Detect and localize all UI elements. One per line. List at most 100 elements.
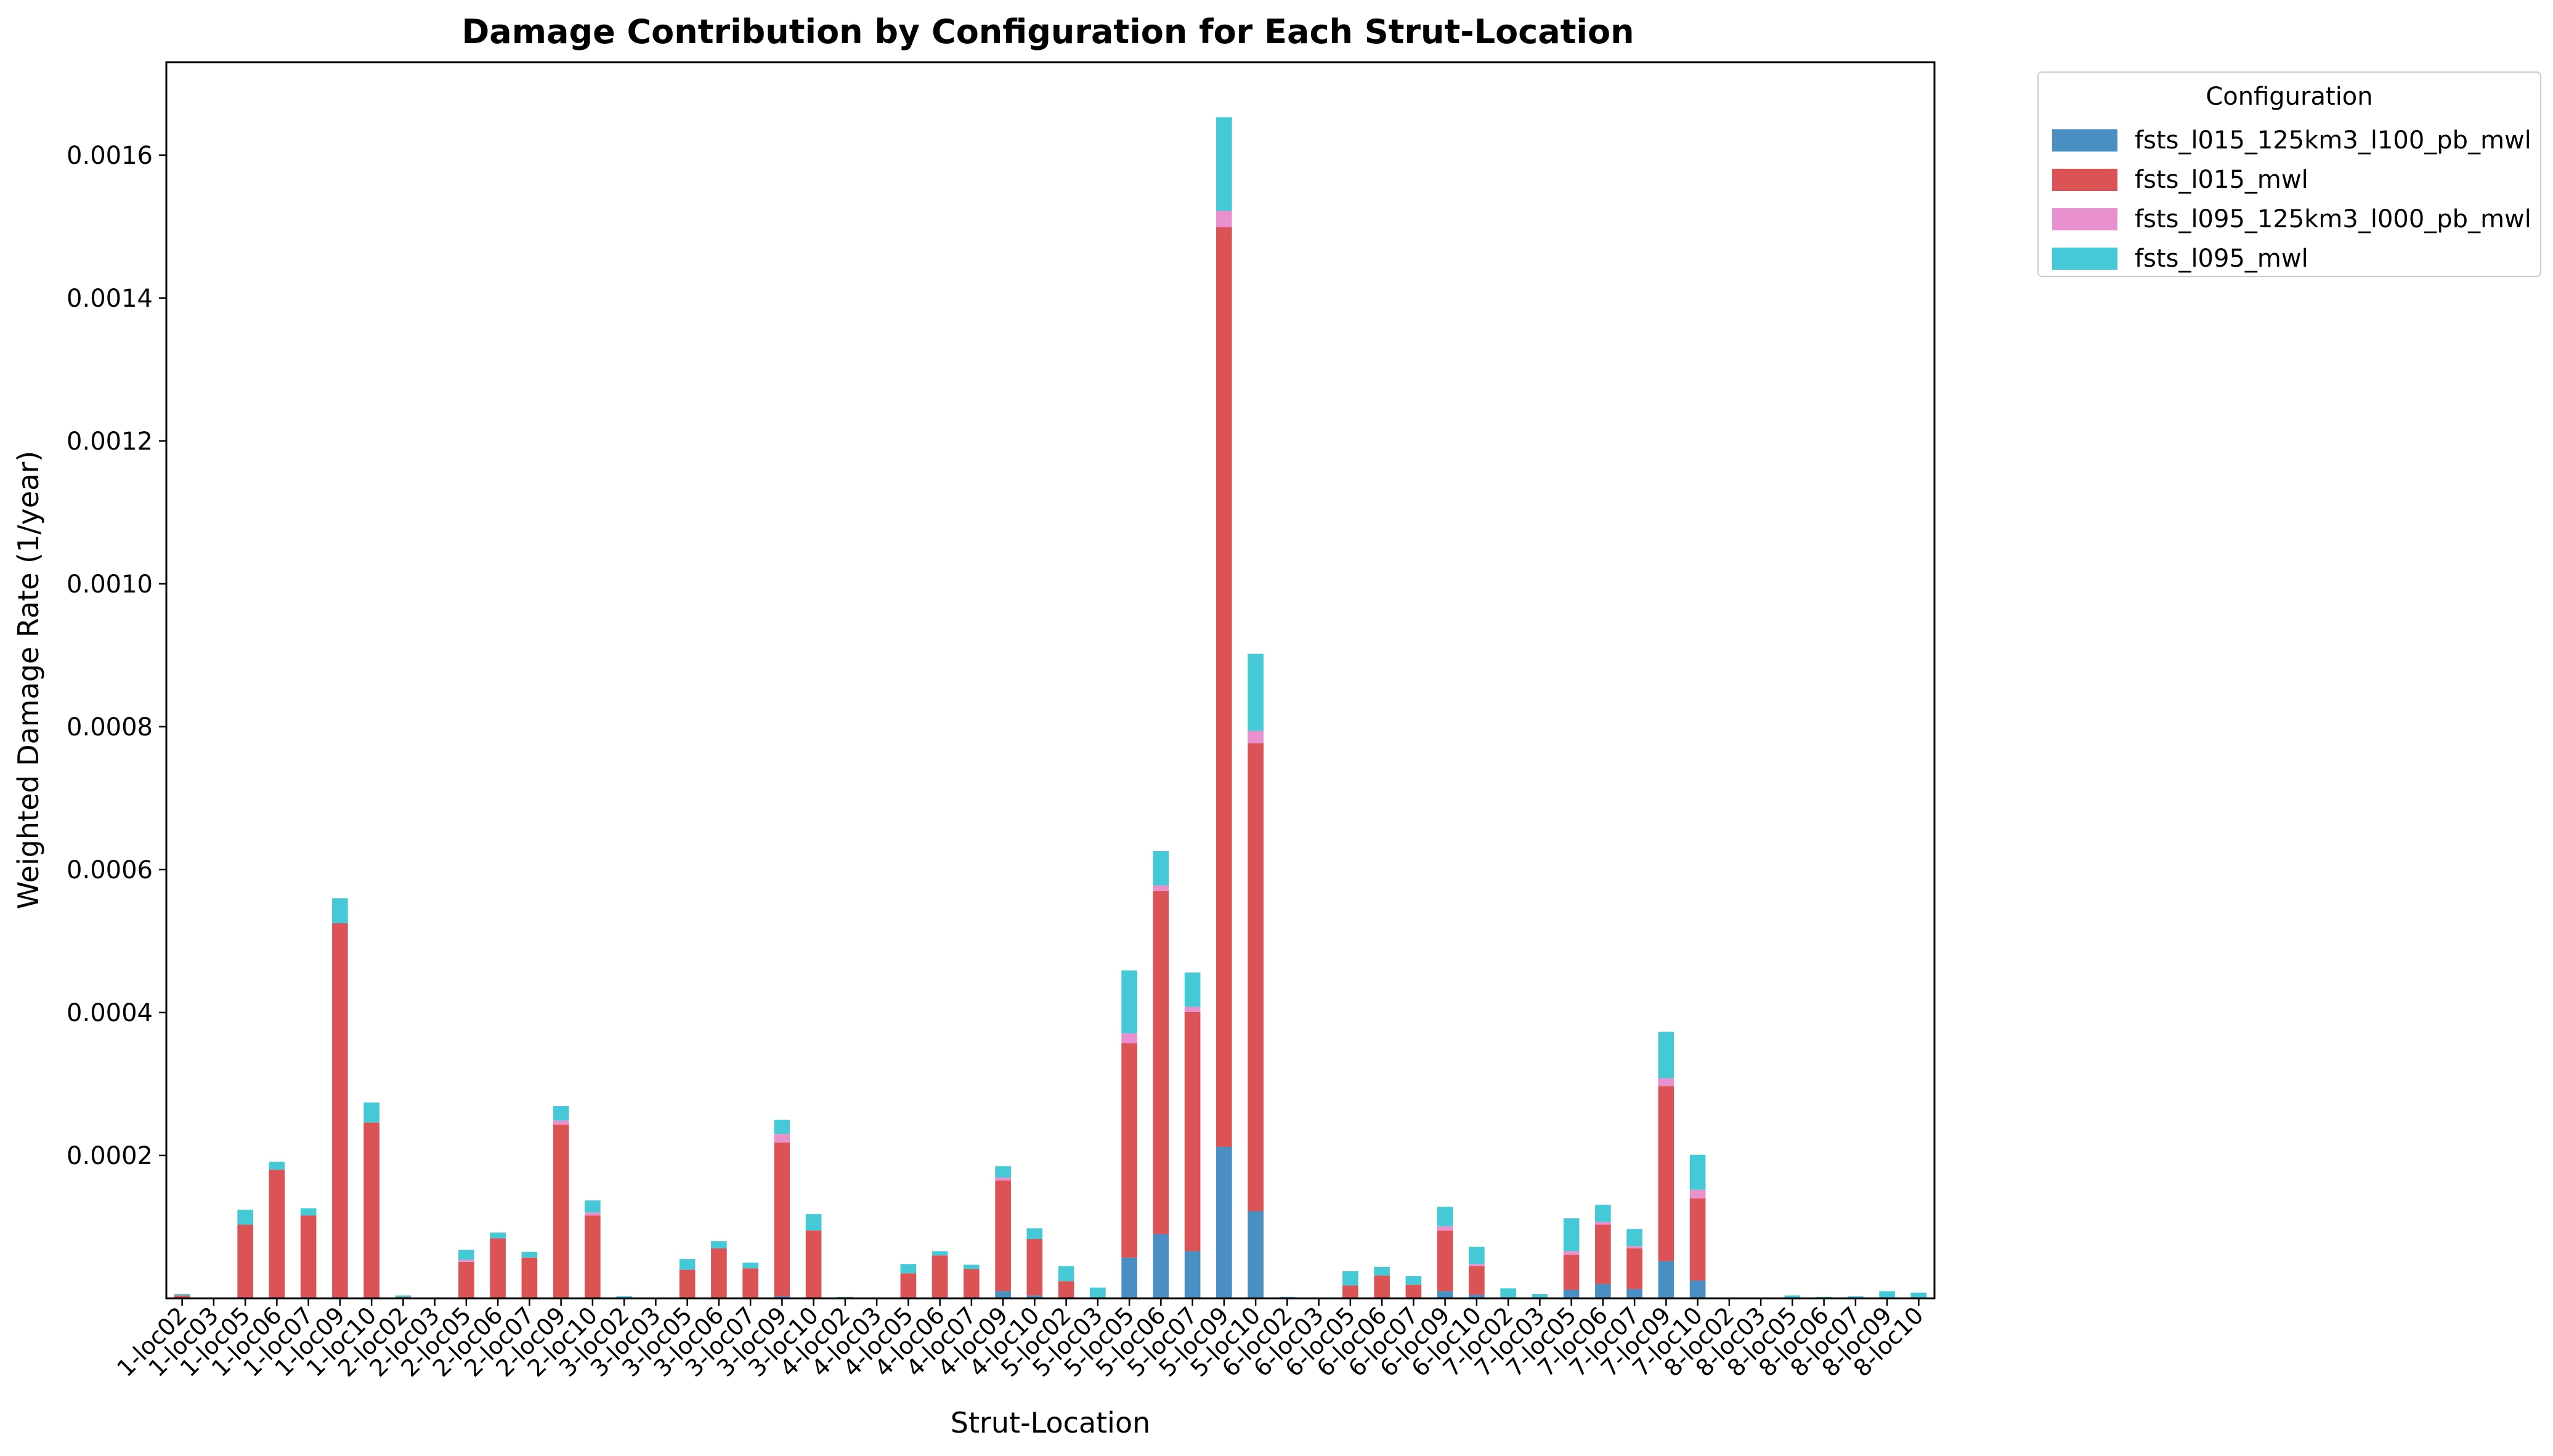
bar-7-loc06-series-3 (1595, 1205, 1611, 1222)
bar-7-loc07-series-2 (1626, 1246, 1642, 1248)
bar-5-loc06-series-3 (1153, 851, 1169, 886)
bar-5-loc06-series-2 (1153, 885, 1169, 891)
bar-4-loc02-series-3 (837, 1296, 853, 1298)
bar-5-loc02-series-3 (1058, 1266, 1074, 1282)
bar-1-loc05-series-3 (237, 1210, 253, 1225)
bar-2-loc09-series-1 (553, 1125, 569, 1298)
y-tick-label-6: 0.0014 (67, 285, 153, 313)
bar-2-loc02-series-3 (395, 1295, 412, 1297)
bar-5-loc10-series-1 (1248, 743, 1264, 1211)
bar-2-loc10-series-1 (585, 1215, 601, 1298)
bar-3-loc07-series-1 (742, 1268, 758, 1298)
bar-4-loc09-series-0 (995, 1291, 1011, 1298)
bar-1-loc07-series-1 (300, 1215, 317, 1298)
bar-8-loc09-series-3 (1879, 1291, 1895, 1298)
bar-4-loc05-series-1 (900, 1273, 917, 1298)
bar-3-loc09-series-0 (774, 1296, 790, 1298)
bar-4-loc10-series-3 (1026, 1228, 1043, 1239)
bar-4-loc09-series-3 (995, 1166, 1011, 1178)
bar-7-loc07-series-3 (1626, 1229, 1642, 1247)
bar-6-loc07-series-3 (1405, 1276, 1422, 1285)
bar-7-loc09-series-1 (1658, 1086, 1674, 1261)
bar-1-loc06-series-1 (269, 1170, 285, 1298)
bar-3-loc06-series-3 (711, 1241, 727, 1248)
legend-label-0: fsts_l015_125km3_l100_pb_mwl (2135, 126, 2531, 155)
bar-1-loc10-series-1 (363, 1122, 380, 1298)
bar-5-loc09-series-3 (1216, 117, 1232, 211)
bar-2-loc09-series-2 (553, 1120, 569, 1125)
bar-5-loc05-series-1 (1121, 1043, 1137, 1258)
legend: Configuration fsts_l015_125km3_l100_pb_m… (2037, 71, 2541, 277)
y-tick-label-4: 0.0010 (67, 570, 153, 599)
bar-7-loc05-series-0 (1563, 1290, 1580, 1298)
bar-2-loc06-series-3 (490, 1232, 506, 1239)
bar-6-loc05-series-3 (1342, 1271, 1358, 1286)
bar-7-loc10-series-0 (1689, 1280, 1706, 1298)
legend-label-3: fsts_l095_mwl (2135, 245, 2308, 273)
legend-label-1: fsts_l015_mwl (2135, 166, 2308, 194)
bar-5-loc02-series-1 (1058, 1281, 1074, 1298)
legend-swatch-0 (2052, 129, 2117, 152)
bar-1-loc09-series-3 (332, 898, 348, 923)
bar-3-loc05-series-1 (679, 1269, 696, 1298)
bar-5-loc05-series-3 (1121, 970, 1137, 1033)
bar-5-loc06-series-1 (1153, 891, 1169, 1234)
bars-group (174, 117, 1927, 1298)
bar-6-loc10-series-0 (1469, 1295, 1485, 1298)
y-tick-label-2: 0.0006 (67, 856, 153, 884)
bar-1-loc06-series-3 (269, 1162, 285, 1170)
bar-4-loc06-series-3 (932, 1251, 948, 1256)
plot-frame (166, 62, 1934, 1298)
legend-swatch-2 (2052, 208, 2117, 230)
bar-5-loc06-series-0 (1153, 1234, 1169, 1298)
plot-border (165, 61, 1936, 1300)
bar-4-loc10-series-0 (1026, 1295, 1043, 1298)
bar-8-loc10-series-3 (1910, 1292, 1927, 1298)
bar-6-loc06-series-3 (1374, 1266, 1390, 1276)
bar-7-loc10-series-1 (1689, 1198, 1706, 1280)
x-axis-label: Strut-Location (951, 1406, 1151, 1439)
bar-5-loc09-series-1 (1216, 227, 1232, 1147)
y-tick-label-5: 0.0012 (67, 427, 153, 456)
bar-2-loc10-series-2 (585, 1212, 601, 1216)
bar-6-loc10-series-2 (1469, 1264, 1485, 1266)
bar-5-loc07-series-3 (1184, 972, 1201, 1007)
legend-swatch-1 (2052, 169, 2117, 191)
bar-5-loc07-series-0 (1184, 1251, 1201, 1298)
bar-4-loc05-series-3 (900, 1264, 917, 1274)
bar-4-loc10-series-1 (1026, 1239, 1043, 1296)
bar-4-loc06-series-1 (932, 1255, 948, 1298)
bar-7-loc05-series-1 (1563, 1255, 1580, 1290)
bar-7-loc07-series-0 (1626, 1288, 1642, 1298)
bar-7-loc02-series-3 (1500, 1288, 1516, 1298)
bar-1-loc07-series-3 (300, 1208, 317, 1216)
bar-7-loc07-series-1 (1626, 1248, 1642, 1289)
legend-swatch-3 (2052, 248, 2117, 270)
bar-2-loc09-series-3 (553, 1106, 569, 1121)
bar-2-loc05-series-3 (458, 1250, 474, 1260)
bar-7-loc10-series-3 (1689, 1154, 1706, 1190)
bar-1-loc09-series-1 (332, 923, 348, 1298)
bar-1-loc05-series-1 (237, 1224, 253, 1298)
y-tick-label-1: 0.0004 (67, 999, 153, 1027)
bar-1-loc02-series-3 (174, 1294, 190, 1296)
bar-5-loc05-series-0 (1121, 1257, 1137, 1298)
bar-8-loc07-series-3 (1848, 1296, 1864, 1298)
bar-7-loc03-series-3 (1532, 1294, 1548, 1298)
bar-1-loc02-series-1 (174, 1295, 190, 1298)
legend-title: Configuration (2206, 83, 2373, 111)
bar-2-loc10-series-3 (585, 1200, 601, 1213)
bar-4-loc09-series-2 (995, 1177, 1011, 1181)
bar-6-loc09-series-1 (1437, 1230, 1453, 1292)
y-tick-label-3: 0.0008 (67, 713, 153, 742)
x-axis: 1-loc021-loc031-loc051-loc061-loc071-loc… (112, 1298, 1929, 1382)
bar-6-loc07-series-1 (1405, 1284, 1422, 1298)
bar-3-loc10-series-1 (805, 1230, 822, 1298)
chart-title: Damage Contribution by Configuration for… (461, 12, 1634, 51)
bar-5-loc05-series-2 (1121, 1033, 1137, 1043)
bar-3-loc02-series-3 (616, 1296, 632, 1298)
bar-5-loc09-series-2 (1216, 211, 1232, 227)
bar-5-loc07-series-2 (1184, 1006, 1201, 1012)
bar-2-loc07-series-1 (521, 1257, 538, 1298)
